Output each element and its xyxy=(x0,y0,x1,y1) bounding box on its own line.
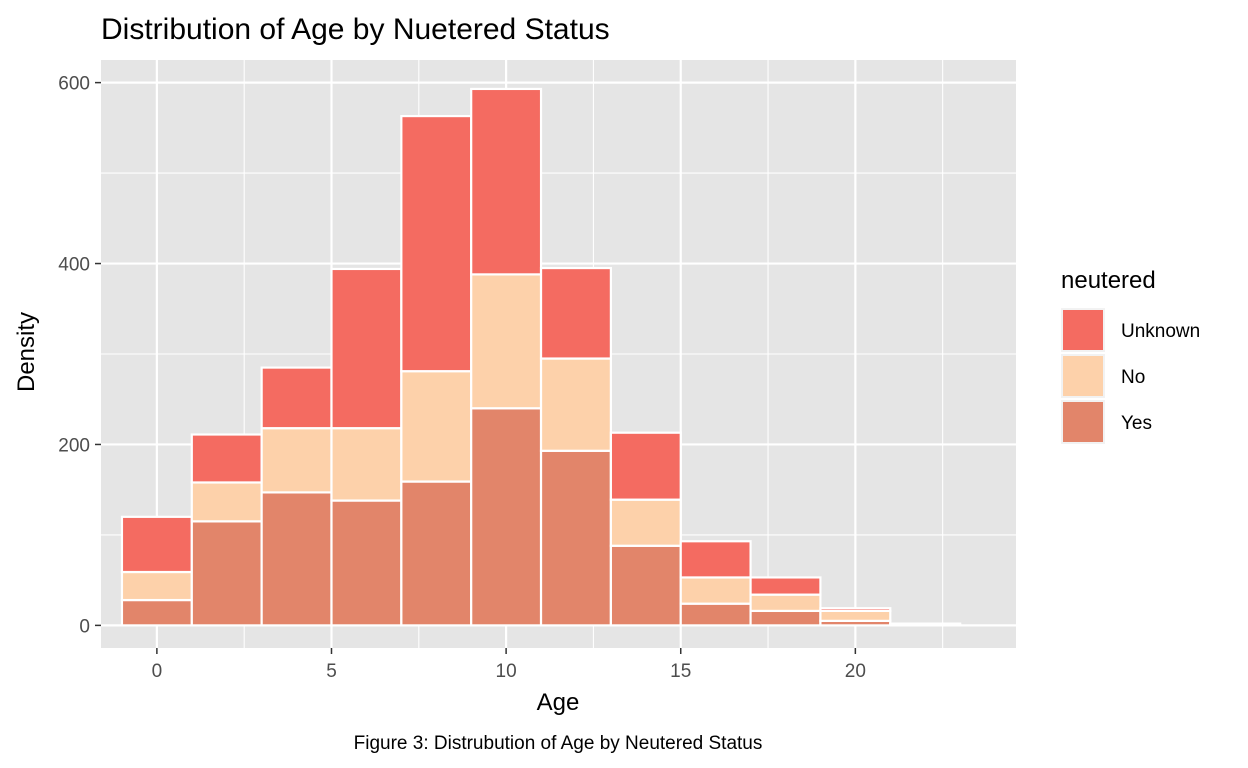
x-tick-label: 20 xyxy=(845,661,866,682)
bar-no-bin-1 xyxy=(190,481,263,523)
bar-yes-bin-9 xyxy=(749,609,822,627)
bar-unknown-bin-2 xyxy=(260,366,333,430)
bar-no-bin-10 xyxy=(819,609,892,622)
bar-no-bin-3 xyxy=(330,427,403,502)
legend: neutered Unknown No Yes xyxy=(1061,267,1200,444)
bar-yes-bin-1 xyxy=(190,520,263,627)
y-axis-ticks: 0 200 400 600 xyxy=(58,74,101,637)
bar-no-bin-6 xyxy=(539,357,612,452)
legend-label-no: No xyxy=(1121,367,1145,388)
bar-yes-bin-3 xyxy=(330,499,403,627)
bar-no-bin-0 xyxy=(120,570,193,602)
legend-title: neutered xyxy=(1061,267,1156,294)
x-axis-title: Age xyxy=(537,689,580,716)
bar-unknown-bin-10 xyxy=(819,607,892,613)
bar-unknown-bin-9 xyxy=(749,576,822,596)
bar-yes-bin-4 xyxy=(400,480,473,627)
bar-unknown-bin-8 xyxy=(679,540,752,579)
y-tick-label: 600 xyxy=(58,74,90,95)
bar-yes-bin-8 xyxy=(679,602,752,627)
bar-unknown-bin-6 xyxy=(539,266,612,360)
legend-swatch-yes xyxy=(1063,402,1103,442)
y-tick-label: 0 xyxy=(79,616,90,637)
bar-no-bin-11 xyxy=(889,622,962,626)
y-axis-title: Density xyxy=(13,312,40,392)
bar-yes-bin-0 xyxy=(120,598,193,627)
figure-caption: Figure 3: Distrubution of Age by Neutere… xyxy=(354,733,763,754)
bar-no-bin-2 xyxy=(260,427,333,494)
x-tick-label: 10 xyxy=(496,661,517,682)
bar-yes-bin-7 xyxy=(609,544,682,627)
bar-unknown-bin-4 xyxy=(400,114,473,373)
bar-yes-bin-6 xyxy=(539,449,612,627)
bar-no-bin-4 xyxy=(400,370,473,483)
y-tick-label: 200 xyxy=(58,435,90,456)
legend-label-unknown: Unknown xyxy=(1121,321,1200,342)
legend-swatch-unknown xyxy=(1063,310,1103,350)
x-tick-label: 0 xyxy=(152,661,163,682)
y-tick-label: 400 xyxy=(58,255,90,276)
bar-no-bin-7 xyxy=(609,498,682,547)
bar-unknown-bin-7 xyxy=(609,431,682,501)
bar-no-bin-8 xyxy=(679,576,752,605)
bar-yes-bin-5 xyxy=(470,407,543,627)
bar-unknown-bin-5 xyxy=(470,87,543,276)
bar-yes-bin-2 xyxy=(260,491,333,627)
bar-unknown-bin-3 xyxy=(330,267,403,430)
bar-no-bin-5 xyxy=(470,273,543,410)
x-axis-ticks: 0 5 10 15 20 xyxy=(152,648,866,682)
bar-unknown-bin-0 xyxy=(120,515,193,574)
bars xyxy=(120,87,962,627)
chart-title: Distribution of Age by Nuetered Status xyxy=(101,13,610,46)
x-tick-label: 5 xyxy=(326,661,337,682)
bar-no-bin-9 xyxy=(749,593,822,613)
bar-unknown-bin-1 xyxy=(190,433,263,484)
x-tick-label: 15 xyxy=(670,661,691,682)
legend-swatch-no xyxy=(1063,356,1103,396)
legend-label-yes: Yes xyxy=(1121,413,1152,434)
